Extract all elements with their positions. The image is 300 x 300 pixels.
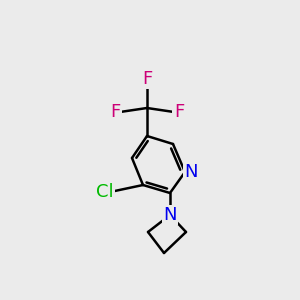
Text: F: F <box>142 70 152 88</box>
Text: N: N <box>184 163 198 181</box>
Text: N: N <box>163 206 177 224</box>
Text: F: F <box>174 103 184 121</box>
Text: Cl: Cl <box>96 183 114 201</box>
Text: F: F <box>110 103 120 121</box>
